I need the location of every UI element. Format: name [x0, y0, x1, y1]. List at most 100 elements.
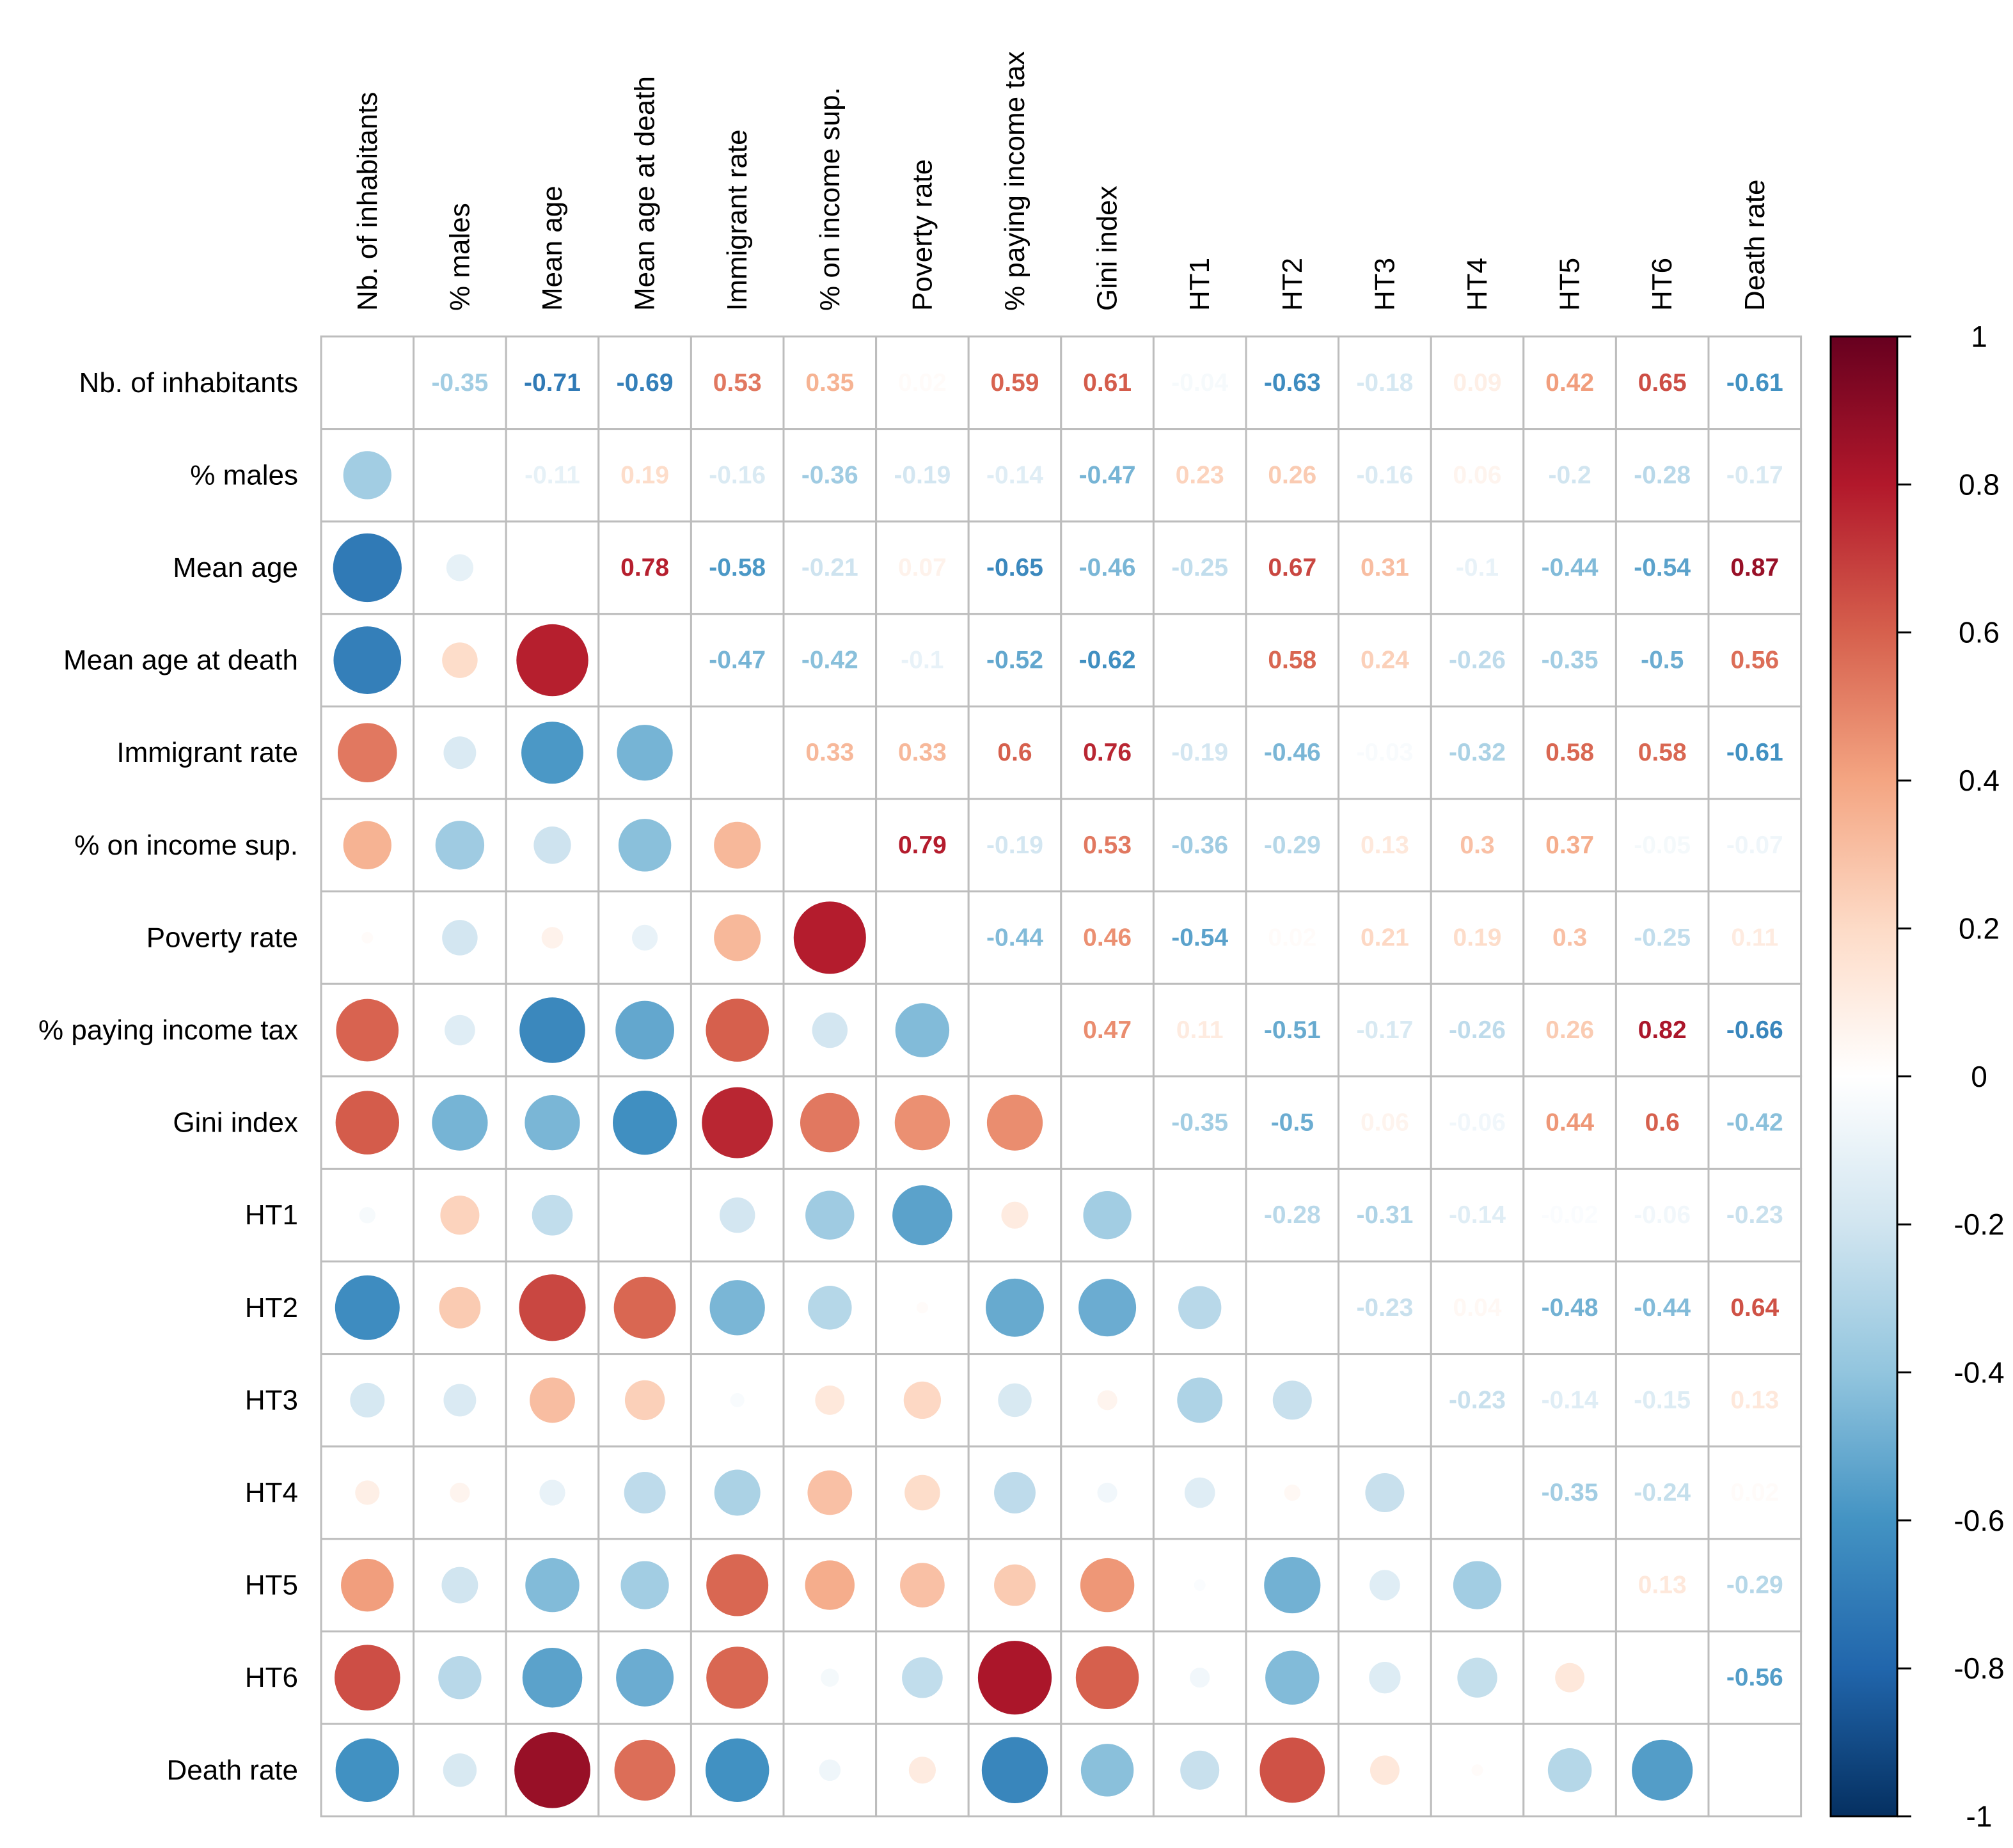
grid-cell: [1522, 1075, 1617, 1170]
corr-label: -0.5: [1641, 647, 1684, 674]
grid-cell: [1707, 1260, 1803, 1355]
corr-circle: [706, 999, 769, 1062]
grid-cell: [1614, 890, 1710, 985]
corr-label: -0.03: [1356, 739, 1413, 766]
corr-label: -0.02: [1542, 1201, 1599, 1229]
grid-cell: [1707, 335, 1803, 430]
corr-circle: [1272, 1380, 1312, 1420]
corr-label: -0.19: [894, 461, 951, 489]
corr-circle: [800, 1093, 860, 1153]
corr-circle: [1080, 1558, 1135, 1613]
corr-circle: [532, 1194, 573, 1236]
corr-label: 0.26: [1268, 461, 1316, 489]
corr-label: -0.42: [1726, 1109, 1783, 1137]
row-label: Immigrant rate: [116, 737, 298, 768]
corr-label: -0.44: [1542, 554, 1599, 581]
corr-label: -0.71: [524, 369, 581, 397]
corr-label: -0.17: [1726, 461, 1783, 489]
corr-circle: [1370, 1570, 1400, 1600]
corr-circle: [1177, 1377, 1223, 1423]
grid-cell: [1707, 1353, 1803, 1448]
grid-cell: [1707, 1167, 1803, 1263]
row-label: Gini index: [173, 1107, 298, 1139]
grid-cell: [505, 428, 600, 523]
grid-cell: [1338, 520, 1432, 615]
corr-circle: [443, 1753, 477, 1787]
grid-cell: [1614, 1167, 1710, 1263]
corr-label: -0.48: [1542, 1294, 1599, 1322]
grid-cell: [1614, 1538, 1710, 1632]
grid-cell: [1152, 798, 1247, 893]
grid-cell: [413, 335, 507, 430]
corr-label: -0.63: [1264, 369, 1321, 397]
corr-label: 0.6: [997, 739, 1032, 766]
grid-cell: [413, 428, 507, 523]
grid-cell: [1707, 1538, 1803, 1632]
corr-circle: [525, 1558, 580, 1613]
corr-label: 0.53: [1083, 832, 1132, 859]
corr-circle: [450, 1482, 470, 1503]
corr-label: 0.44: [1545, 1109, 1594, 1137]
colorbar-tick-label: 0.8: [1959, 468, 2000, 501]
row-label: HT1: [245, 1199, 298, 1231]
corr-label: -0.35: [1542, 1479, 1599, 1506]
grid-cell: [875, 798, 970, 893]
corr-label: -0.46: [1079, 554, 1136, 581]
grid-cell: [1614, 1260, 1710, 1355]
corr-circle: [807, 1470, 853, 1515]
corr-label: 0.58: [1638, 739, 1687, 766]
corr-label: 0.87: [1730, 554, 1779, 581]
corr-circle: [702, 1087, 773, 1158]
column-label: HT1: [1184, 258, 1215, 311]
corr-label: 0.61: [1083, 369, 1132, 397]
corr-circle: [1078, 1279, 1137, 1337]
grid-cell: [1338, 890, 1432, 985]
grid-cell: [967, 705, 1062, 800]
corr-circle: [1547, 1748, 1592, 1792]
corr-label: 0.02: [1268, 924, 1316, 951]
column-label: % on income sup.: [814, 87, 846, 311]
corr-label: 0.07: [898, 554, 947, 581]
corr-circle: [1264, 1557, 1321, 1614]
grid-cell: [1430, 335, 1525, 430]
grid-cell: [1522, 798, 1617, 893]
corr-circle: [616, 1648, 674, 1707]
corr-circle: [359, 1206, 376, 1224]
corr-circle: [1083, 1191, 1132, 1240]
corr-label: -0.17: [1356, 1016, 1413, 1044]
grid-cell: [782, 520, 878, 615]
row-label: HT2: [245, 1292, 298, 1323]
grid-cell: [690, 428, 785, 523]
grid-cell: [1338, 1353, 1432, 1448]
corr-circle: [343, 821, 391, 869]
corr-circle: [539, 1480, 565, 1506]
corr-circle: [443, 1384, 477, 1417]
corr-label: 0.09: [1453, 369, 1502, 397]
grid-cell: [1522, 1167, 1617, 1263]
corr-label: 0.59: [991, 369, 1039, 397]
corr-label: -0.5: [1271, 1109, 1314, 1137]
row-label: % males: [190, 459, 298, 491]
corr-label: -0.19: [1171, 739, 1228, 766]
corr-circle: [1178, 1286, 1222, 1329]
corr-label: -0.2: [1548, 461, 1591, 489]
grid-cell: [1430, 1353, 1525, 1448]
corr-label: 0.76: [1083, 739, 1132, 766]
colorbar-tick-label: 1: [1971, 320, 1987, 353]
corr-label: -0.25: [1171, 554, 1228, 581]
corr-circle: [808, 1286, 852, 1330]
corr-circle: [617, 725, 673, 781]
corr-circle: [615, 1000, 674, 1060]
grid-cell: [1614, 335, 1710, 430]
corr-label: 0.13: [1730, 1386, 1779, 1414]
corr-circle: [335, 1091, 399, 1155]
corr-circle: [812, 1012, 848, 1048]
corr-circle: [793, 901, 866, 974]
corr-label: 0.37: [1545, 832, 1594, 859]
corr-label: -0.06: [1634, 1201, 1691, 1229]
corr-label: -0.44: [1634, 1294, 1691, 1322]
corr-label: -0.24: [1634, 1479, 1691, 1506]
corr-label: -0.36: [1171, 832, 1228, 859]
grid-cell: [1707, 1445, 1803, 1540]
row-label: Mean age at death: [63, 645, 298, 676]
